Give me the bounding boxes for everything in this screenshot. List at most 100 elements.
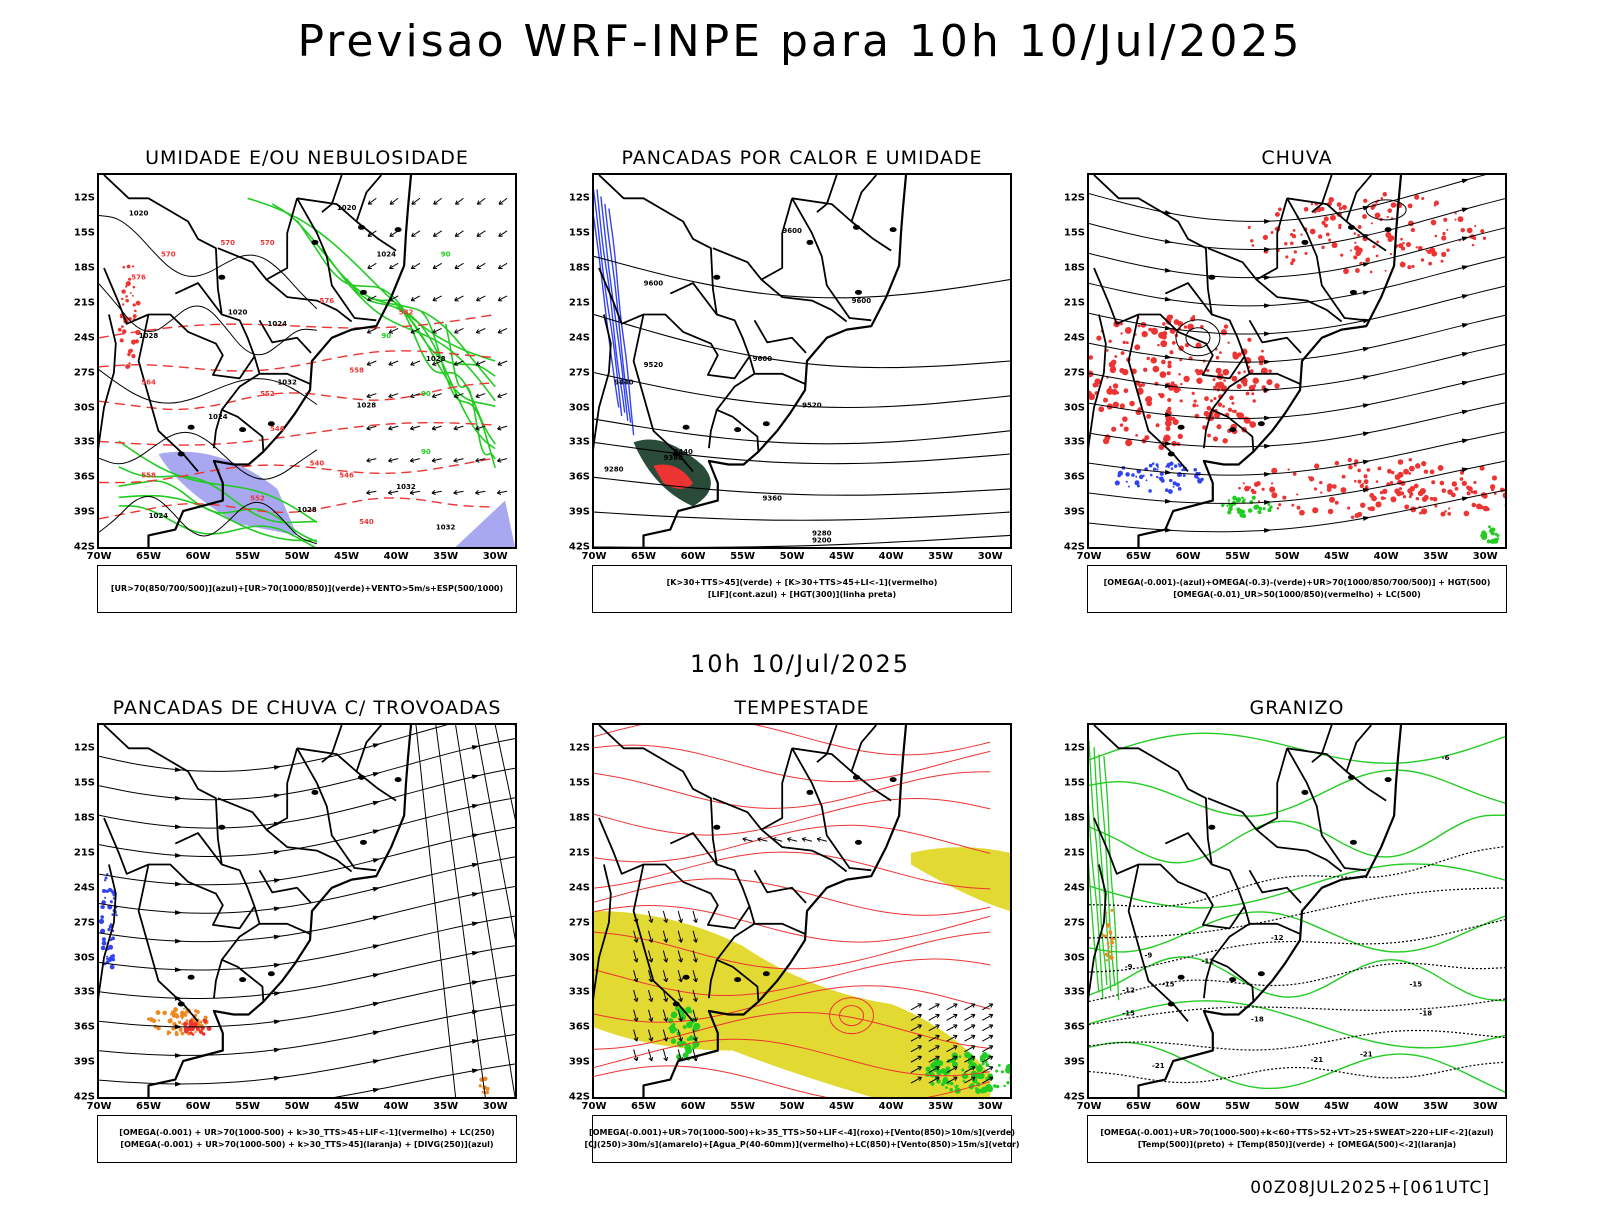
rain-area-green: [1240, 513, 1245, 518]
rain-area-red: [1440, 481, 1445, 486]
divergence-area-blue: [100, 915, 104, 919]
contour-label: 90: [441, 250, 451, 258]
rain-area-red: [1129, 401, 1135, 407]
rain-area-red: [1268, 369, 1271, 372]
rain-area-red: [1424, 495, 1429, 500]
contour-label: 9600: [644, 279, 664, 287]
lake-mark: [1168, 452, 1175, 457]
lon-tick-label: 45W: [1324, 1101, 1349, 1112]
contour-label: 9600: [753, 355, 773, 363]
lake-mark: [218, 275, 225, 280]
hgt-contour: [594, 256, 1010, 297]
rain-area-red: [1371, 222, 1373, 224]
lat-tick-label: 36S: [74, 1022, 95, 1033]
contour-label: 1020: [228, 309, 248, 317]
storm-area-red: [192, 1023, 195, 1026]
storm-area-orange: [486, 1087, 490, 1091]
rain-area-red: [1409, 466, 1415, 472]
border-line: [755, 924, 807, 935]
streamline-arrow: [274, 1076, 281, 1081]
temp850-contour-green: [1089, 770, 1505, 816]
wind-area-green: [965, 1075, 968, 1078]
wind-area-green: [931, 1063, 935, 1067]
rain-area-blue: [1134, 480, 1139, 485]
lon-tick-label: 40W: [384, 551, 409, 562]
lat-tick-label: 33S: [569, 987, 590, 998]
rain-area-red: [1153, 366, 1160, 373]
rain-area-red: [1218, 402, 1222, 406]
wind-vector: [964, 1046, 975, 1052]
streamline: [99, 946, 515, 999]
rain-area-red: [1446, 248, 1449, 251]
wind-vector: [433, 231, 441, 237]
rain-area-red: [1367, 257, 1370, 260]
rain-area-red: [1483, 237, 1486, 240]
contour-label: -9: [1125, 963, 1133, 971]
isobar: [99, 370, 317, 405]
rain-area-red: [1238, 371, 1241, 374]
lon-tick-label: 30W: [1473, 1101, 1498, 1112]
rain-area-red: [1409, 458, 1412, 461]
rain-area-red: [1427, 249, 1432, 254]
streamline-arrow: [175, 1082, 182, 1087]
streamline-arrow: [1462, 410, 1470, 415]
rain-area-red: [1299, 510, 1305, 516]
omega-area-orange: [1107, 923, 1111, 927]
panel-title: GRANIZO: [1087, 697, 1507, 719]
storm-area-red: [189, 1026, 193, 1030]
rain-area-red: [1390, 253, 1392, 255]
lon-tick-label: 50W: [285, 1101, 310, 1112]
wind-vector: [499, 263, 508, 268]
lon-tick-label: 45W: [334, 1101, 359, 1112]
streamline-arrow: [274, 878, 281, 883]
rain-area-red: [1367, 507, 1369, 509]
wind-vector: [911, 1004, 922, 1010]
border-line: [713, 198, 792, 279]
rain-area-red: [1142, 331, 1148, 337]
humidity-blob-red: [122, 266, 125, 269]
border-line: [1208, 748, 1287, 829]
lon-tick-label: 60W: [186, 551, 211, 562]
rain-area-red: [1326, 232, 1330, 236]
contour-label: -18: [1419, 1010, 1432, 1018]
rain-area-red: [1177, 321, 1183, 327]
rain-area-red: [1183, 376, 1189, 382]
humidity-blob-red: [125, 364, 130, 369]
contour-label: -21: [1310, 1056, 1323, 1064]
rain-area-red: [1428, 262, 1432, 266]
lake-mark: [360, 290, 367, 295]
rain-area-red: [1233, 353, 1239, 359]
lake-mark: [395, 777, 402, 782]
contour-label: 90: [421, 448, 431, 456]
humidity-blob-red: [125, 295, 128, 298]
humidity-blob-red: [121, 289, 125, 293]
rain-area-red: [1120, 423, 1123, 426]
border-line: [670, 833, 717, 864]
rain-area-red: [1343, 268, 1349, 274]
rain-area-red: [1113, 383, 1118, 388]
streamline-arrow: [1165, 499, 1172, 504]
legend-line: [OMEGA(-0.001) + UR>70(1000-500) + k>30_…: [119, 1127, 494, 1139]
legend: [K>30+TTS>45](verde) + [K>30+TTS>45+LI<-…: [592, 565, 1012, 613]
panel-granizo: GRANIZO -9-12-12-15-15-18-18-21-21-21-6-…: [1087, 697, 1507, 1207]
streamline-red: [594, 879, 990, 916]
wind-vector: [389, 361, 398, 365]
streamline-arrow: [274, 906, 281, 911]
rain-area-red: [1441, 235, 1446, 240]
lake-mark: [713, 825, 720, 830]
rain-area-red: [1262, 488, 1265, 491]
lake-mark: [1350, 840, 1357, 845]
streamline: [99, 827, 515, 885]
rain-area-blue: [1149, 464, 1153, 468]
rain-area-green: [1494, 539, 1498, 543]
rain-area-blue: [1115, 480, 1120, 485]
border-line: [1094, 818, 1245, 928]
rain-area-red: [1389, 235, 1395, 241]
streamline-arrow: [1165, 354, 1172, 359]
wind-area-green: [975, 1087, 978, 1090]
lake-mark: [806, 240, 813, 245]
rain-area-red: [1314, 487, 1317, 490]
